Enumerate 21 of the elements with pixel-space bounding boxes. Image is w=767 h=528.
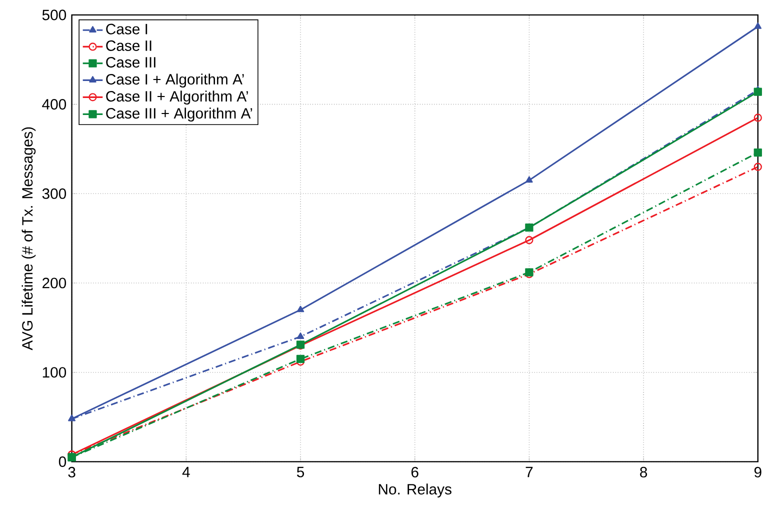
y-tick-label: 200: [42, 278, 66, 289]
y-tick-label: 500: [42, 10, 66, 20]
x-tick-label: 4: [182, 467, 190, 478]
x-tick-label: 7: [526, 467, 533, 478]
x-tick-label: 9: [754, 467, 762, 478]
x-tick-label: 6: [411, 467, 418, 478]
y-tick-label: 0: [58, 456, 66, 468]
legend-label: Case III + Algorithm A’: [106, 108, 252, 122]
legend-label: Case III: [106, 57, 156, 68]
legend-label: Case I: [106, 24, 148, 35]
x-tick-label: 3: [68, 467, 76, 478]
legend-label: Case II + Algorithm A’: [106, 90, 248, 105]
y-tick-label: 300: [42, 188, 66, 200]
y-tick-label: 400: [42, 99, 66, 110]
x-axis-title: No. Relays: [378, 484, 452, 498]
y-tick-label: 100: [42, 367, 66, 378]
x-tick-label: 8: [640, 467, 648, 478]
x-tick-label: 5: [296, 467, 304, 478]
legend-label: Case I + Algorithm A’: [106, 74, 244, 88]
legend-label: Case II: [106, 40, 152, 52]
y-axis-title: AVG Lifetime (# of Tx. Messages): [22, 128, 36, 350]
